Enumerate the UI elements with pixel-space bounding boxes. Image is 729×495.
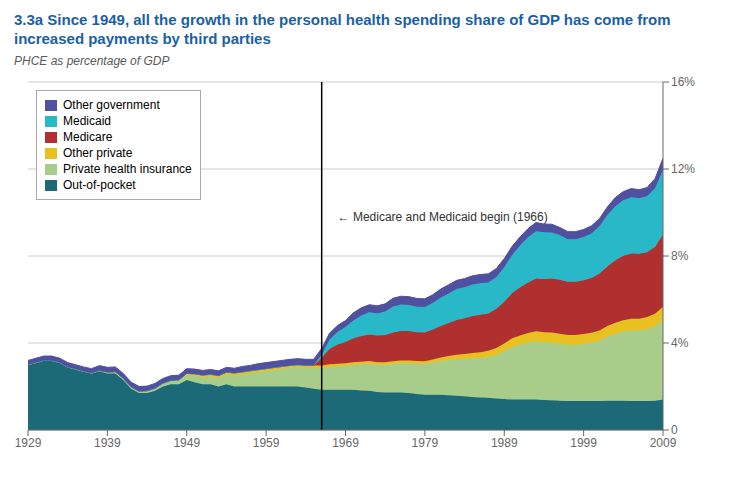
svg-text:1969: 1969	[332, 436, 359, 450]
svg-text:1939: 1939	[94, 436, 121, 450]
svg-text:1999: 1999	[570, 436, 597, 450]
svg-text:8%: 8%	[671, 249, 689, 263]
html-text:Medicaid: Medicaid	[63, 114, 111, 128]
svg-text:0: 0	[671, 423, 678, 437]
html-text:3.3a Since 1949, all the growt: 3.3a Since 1949, all the growth in the p…	[14, 11, 671, 47]
svg-text:1949: 1949	[173, 436, 200, 450]
html-text:Other government: Other government	[63, 98, 160, 112]
svg-text:2009: 2009	[650, 436, 677, 450]
svg-text:1989: 1989	[491, 436, 518, 450]
html-text:Private health insurance: Private health insurance	[63, 162, 192, 176]
html-text:PHCE as percentage of GDP: PHCE as percentage of GDP	[14, 54, 170, 68]
html-text:Out-of-pocket: Out-of-pocket	[63, 178, 136, 192]
svg-text:1959: 1959	[253, 436, 280, 450]
svg-text:4%: 4%	[671, 336, 689, 350]
svg-text:12%: 12%	[671, 162, 695, 176]
html-text:Medicare: Medicare	[63, 130, 113, 144]
html-text:Other private: Other private	[63, 146, 133, 160]
svg-text:16%: 16%	[671, 75, 695, 89]
svg-text:1929: 1929	[15, 436, 42, 450]
svg-text:1979: 1979	[412, 436, 439, 450]
svg-text:← Medicare and Medicaid begin: ← Medicare and Medicaid begin (1966)	[338, 210, 548, 224]
